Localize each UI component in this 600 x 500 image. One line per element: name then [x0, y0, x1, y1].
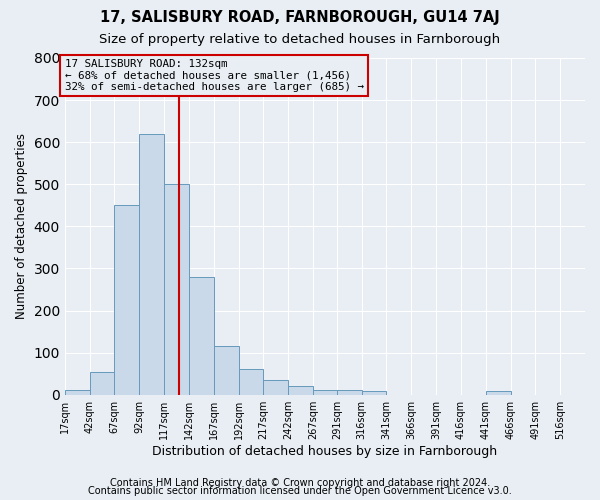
Bar — [263, 380, 288, 394]
Bar — [189, 277, 214, 394]
Y-axis label: Number of detached properties: Number of detached properties — [15, 134, 28, 320]
Text: Contains public sector information licensed under the Open Government Licence v3: Contains public sector information licen… — [88, 486, 512, 496]
Text: Contains HM Land Registry data © Crown copyright and database right 2024.: Contains HM Land Registry data © Crown c… — [110, 478, 490, 488]
Bar — [337, 390, 362, 394]
Bar — [164, 184, 189, 394]
Bar — [362, 392, 386, 394]
Bar — [214, 346, 239, 395]
Bar — [486, 392, 511, 394]
Bar — [239, 370, 263, 394]
X-axis label: Distribution of detached houses by size in Farnborough: Distribution of detached houses by size … — [152, 444, 497, 458]
Bar — [139, 134, 164, 394]
Text: 17 SALISBURY ROAD: 132sqm
← 68% of detached houses are smaller (1,456)
32% of se: 17 SALISBURY ROAD: 132sqm ← 68% of detac… — [65, 59, 364, 92]
Bar — [288, 386, 313, 394]
Bar — [313, 390, 338, 394]
Bar — [65, 390, 89, 394]
Text: Size of property relative to detached houses in Farnborough: Size of property relative to detached ho… — [100, 32, 500, 46]
Bar — [89, 372, 115, 394]
Bar — [115, 206, 139, 394]
Text: 17, SALISBURY ROAD, FARNBOROUGH, GU14 7AJ: 17, SALISBURY ROAD, FARNBOROUGH, GU14 7A… — [100, 10, 500, 25]
